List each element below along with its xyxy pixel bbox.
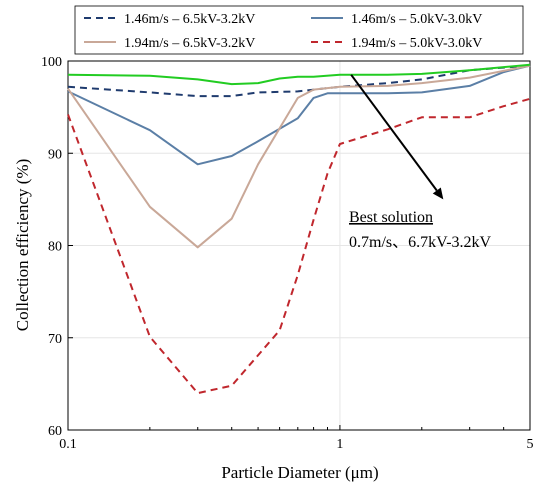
y-tick-label: 80 (48, 240, 62, 255)
x-tick-label: 1 (336, 437, 343, 452)
y-tick-label: 70 (48, 332, 62, 347)
y-tick-label: 100 (41, 55, 62, 70)
series-line-3 (67, 64, 531, 249)
annotation-arrowhead (432, 187, 444, 200)
y-tick-label: 90 (48, 147, 62, 162)
x-axis-label: Particle Diameter (μm) (221, 463, 378, 482)
annotation-arrow (350, 74, 438, 192)
x-tick-label: 0.1 (59, 437, 77, 452)
series-line-4 (67, 97, 531, 395)
legend-label-3: 1.94m/s – 6.5kV-3.2kV (124, 36, 255, 51)
series-line-1 (67, 64, 531, 98)
series-line-5 (67, 63, 531, 86)
legend-box (74, 5, 524, 55)
annotation-text: 0.7m/s、6.7kV-3.2kV (349, 234, 492, 251)
y-axis-label: Collection efficiency (%) (13, 159, 32, 331)
axes: 60 70 80 90 100 0.1 1 5 (41, 55, 534, 452)
legend: 1.46m/s – 6.5kV-3.2kV 1.46m/s – 5.0kV-3.0… (74, 5, 524, 55)
series-layer (67, 63, 531, 395)
x-tick-label: 5 (527, 437, 534, 452)
series-line-2 (67, 64, 531, 166)
annotation: Best solution 0.7m/s、6.7kV-3.2kV (349, 74, 492, 251)
legend-label-2: 1.46m/s – 5.0kV-3.0kV (351, 12, 482, 27)
legend-label-4: 1.94m/s – 5.0kV-3.0kV (351, 36, 482, 51)
y-tick-label: 60 (48, 424, 62, 439)
annotation-title: Best solution (349, 209, 433, 226)
legend-label-1: 1.46m/s – 6.5kV-3.2kV (124, 12, 255, 27)
